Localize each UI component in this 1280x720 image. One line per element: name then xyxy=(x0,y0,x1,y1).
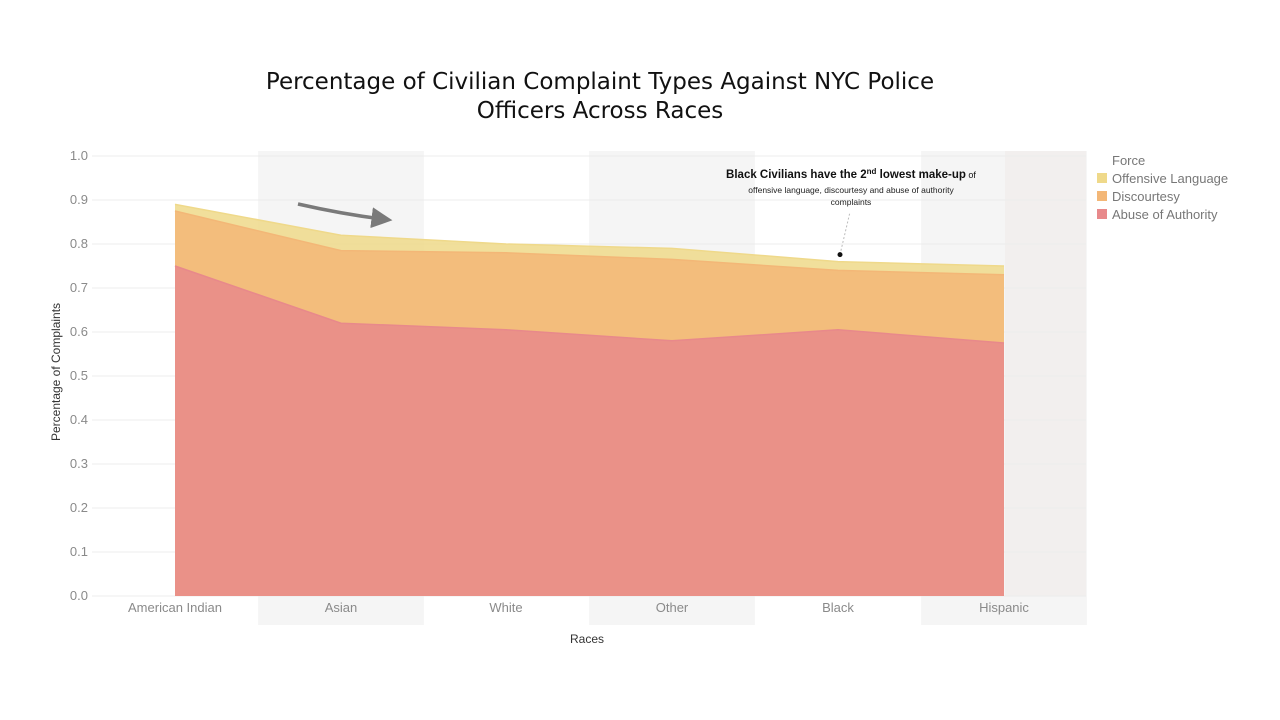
y-tick-label: 1.0 xyxy=(70,148,88,163)
area-abuse-of-authority xyxy=(175,266,1004,596)
annotation: Black Civilians have the 2nd lowest make… xyxy=(726,167,976,258)
y-tick-label: 0.1 xyxy=(70,544,88,559)
legend-entry: Offensive Language xyxy=(1112,171,1228,186)
annotation-point xyxy=(837,252,843,258)
y-tick-label: 0.0 xyxy=(70,588,88,603)
x-tick-label: Other xyxy=(656,600,689,615)
y-tick-label: 0.4 xyxy=(70,412,88,427)
annotation-line-2: offensive language, discourtesy and abus… xyxy=(748,185,954,195)
x-tick-label: Black xyxy=(822,600,854,615)
y-tick-label: 0.6 xyxy=(70,324,88,339)
y-tick-label: 0.2 xyxy=(70,500,88,515)
line-abuse-of-authority xyxy=(174,265,1005,344)
x-axis-title: Races xyxy=(570,632,604,646)
legend-entry: Discourtesy xyxy=(1112,189,1180,204)
annotation-line-1: Black Civilians have the 2nd lowest make… xyxy=(726,167,976,181)
legend-swatch xyxy=(1097,191,1107,201)
chart-title-line-1: Percentage of Civilian Complaint Types A… xyxy=(265,69,935,95)
y-tick-label: 0.3 xyxy=(70,456,88,471)
y-tick-label: 0.8 xyxy=(70,236,88,251)
chart-title: Percentage of Civilian Complaint Types A… xyxy=(200,68,1000,126)
y-axis-ticks: 0.0 0.1 0.2 0.3 0.4 0.5 0.6 0.7 0.8 0.9 1.0 xyxy=(70,148,88,603)
annotation-leader xyxy=(839,211,851,255)
line-discourtesy xyxy=(174,210,1005,276)
trend-arrow xyxy=(297,202,393,229)
legend-swatch xyxy=(1097,209,1107,219)
legend-swatch xyxy=(1097,173,1107,183)
x-tick-label: White xyxy=(489,600,522,615)
y-tick-label: 0.9 xyxy=(70,192,88,207)
x-axis-categories: American Indian Asian White Other Black Hispa… xyxy=(128,600,1029,615)
line-offensive-language xyxy=(174,203,1005,267)
legend-title: Force xyxy=(1112,153,1145,168)
x-tick-label: Asian xyxy=(325,600,358,615)
x-tick-label: Hispanic xyxy=(979,600,1029,615)
legend: Force Offensive Language Discourtesy Abuse… xyxy=(1097,153,1228,222)
legend-entry: Abuse of Authority xyxy=(1112,207,1218,222)
area-series xyxy=(174,203,1005,596)
annotation-line-3: complaints xyxy=(831,197,872,207)
y-tick-label: 0.5 xyxy=(70,368,88,383)
band-right-edge xyxy=(1005,151,1086,596)
y-axis-title: Percentage of Complaints xyxy=(49,303,63,441)
y-tick-label: 0.7 xyxy=(70,280,88,295)
x-tick-label: American Indian xyxy=(128,600,222,615)
chart-title-line-2: Officers Across Races xyxy=(476,98,724,124)
